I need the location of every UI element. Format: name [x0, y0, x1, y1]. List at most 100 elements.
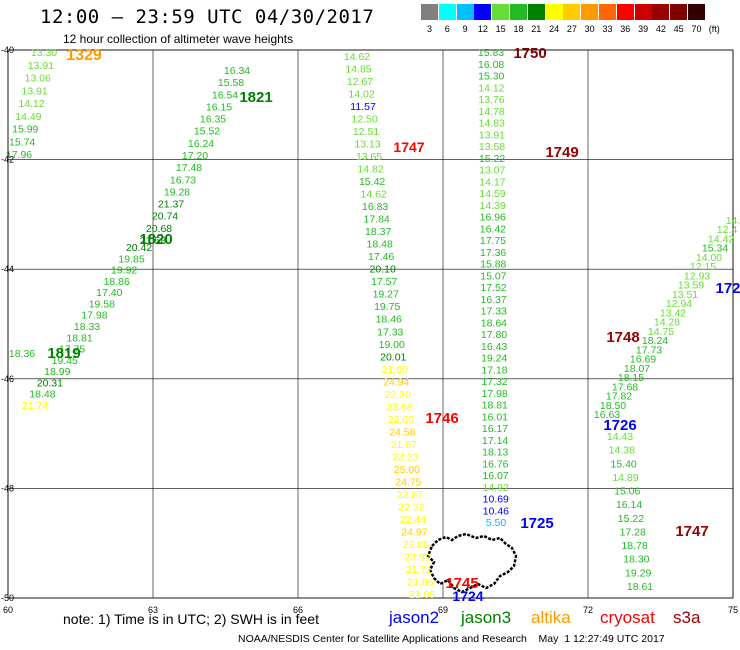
pass-time-label: 1750	[513, 45, 546, 62]
wave-height-value: 15.34	[702, 243, 728, 255]
wave-height-value: 13.42	[660, 307, 686, 319]
wave-height-value: 15.06	[614, 486, 640, 498]
wave-height-value: 17.73	[636, 344, 662, 356]
wave-height-value: 21.71	[406, 564, 432, 576]
wave-height-value: 15.88	[480, 259, 506, 271]
wave-height-value: 11.57	[350, 101, 376, 113]
wave-height-value: 17.84	[364, 214, 390, 226]
wave-height-value: 16.35	[200, 114, 226, 126]
wave-height-value: 15.40	[610, 458, 636, 470]
scale-label: 24	[549, 24, 560, 34]
wave-height-value: 18.37	[365, 226, 391, 238]
wave-height-value: 24.97	[401, 526, 427, 538]
wave-height-value: 14.49	[15, 111, 41, 123]
lon-tick-label: 75	[728, 605, 738, 615]
wave-height-value: 22.30	[385, 389, 411, 401]
wave-height-value: 19.92	[111, 265, 137, 277]
wave-height-value: 23.23	[392, 451, 418, 463]
legend-jason3: jason3	[461, 608, 512, 627]
wave-height-value: 16.96	[480, 212, 506, 224]
scale-label: 30	[584, 24, 595, 34]
footer-credit: NOAA/NESDIS Center for Satellite Applica…	[238, 633, 665, 645]
scale-swatch	[616, 4, 634, 20]
wave-height-value: 17.18	[481, 364, 507, 376]
wave-height-value: 13.06	[25, 73, 51, 85]
wave-height-value: 16.07	[482, 470, 508, 482]
wave-height-value: 17.98	[81, 310, 107, 322]
wave-height-value: 18.13	[482, 447, 508, 459]
wave-height-value: 14.62	[344, 51, 370, 63]
wave-height-value: 14.12	[18, 98, 44, 110]
wave-height-value: 17.46	[368, 251, 394, 263]
scale-swatch	[581, 4, 599, 20]
wave-height-value: 18.64	[481, 317, 507, 329]
wave-height-value: 20.74	[152, 211, 178, 223]
scale-label: 42	[655, 24, 666, 34]
wave-height-value: 23.92	[404, 551, 430, 563]
legend-altika: altika	[531, 608, 571, 627]
wave-height-value: 19.24	[481, 353, 507, 365]
wave-height-value: 21.86	[407, 576, 433, 588]
wave-height-value: 19.85	[118, 253, 144, 265]
scale-label: (ft)	[708, 24, 720, 34]
wave-height-value: 14.92	[482, 482, 508, 494]
scale-label: 27	[566, 24, 577, 34]
wave-height-value: 17.33	[481, 306, 507, 318]
wave-height-value: 18.81	[66, 332, 92, 344]
pass-time-label: 1745	[445, 575, 478, 592]
wave-height-value: 15.42	[359, 176, 385, 188]
wave-height-value: 13.76	[478, 94, 504, 106]
wave-height-value: 18.46	[376, 314, 402, 326]
wave-height-value: 17.36	[480, 247, 506, 259]
wave-height-value: 15.83	[478, 47, 504, 59]
wave-height-value: 14.89	[612, 472, 638, 484]
pass-time-label: 1724	[452, 588, 483, 604]
scale-label: 18	[513, 24, 524, 34]
pass-time-label: 1747	[675, 523, 708, 540]
wave-height-value: 16.54	[212, 89, 238, 101]
scale-label: 3	[426, 24, 432, 34]
wave-height-value: 19.29	[625, 567, 651, 579]
lon-tick-label: 72	[583, 605, 593, 615]
pass-time-label: 1747	[393, 139, 424, 155]
scale-label: 45	[673, 24, 684, 34]
wave-height-value: 18.81	[482, 400, 508, 412]
scale-label: 36	[620, 24, 631, 34]
pass-time-label: 1748	[606, 329, 639, 346]
wave-height-value: 21.37	[158, 199, 184, 211]
wave-height-value: 18.78	[621, 540, 647, 552]
legend-note: note: 1) Time is in UTC; 2) SWH is in fe…	[63, 611, 319, 627]
wave-height-value: 21.74	[22, 400, 48, 412]
pass-time-label: 1820	[139, 231, 172, 248]
wave-height-value: 13.91	[479, 129, 505, 141]
map-title: 12:00 – 23:59 UTC 04/30/2017	[40, 6, 375, 28]
wave-height-value: 25.00	[394, 464, 420, 476]
wave-height-value: 15.99	[12, 124, 38, 136]
wave-height-value: 12.67	[347, 76, 373, 88]
wave-height-value: 14.82	[357, 164, 383, 176]
wave-height-value: 13.65	[356, 151, 382, 163]
wave-height-value: 14.59	[479, 188, 505, 200]
wave-height-value: 17.52	[480, 282, 506, 294]
lat-tick-label: -48	[1, 483, 14, 493]
wave-height-value: 16.34	[224, 65, 250, 77]
scale-label: 21	[531, 24, 542, 34]
lat-tick-label: -46	[1, 374, 14, 384]
wave-height-value: 19.45	[52, 355, 78, 367]
scale-swatch	[634, 4, 652, 20]
wave-height-value: 12.51	[353, 126, 379, 138]
pass-time-label: 1726	[603, 417, 636, 434]
wave-height-value: 16.76	[482, 458, 508, 470]
wave-height-value: 16.01	[482, 411, 508, 423]
map-subtitle: 12 hour collection of altimeter wave hei…	[63, 32, 294, 46]
wave-height-value: 18.15	[618, 372, 644, 384]
scale-label: 12	[477, 24, 488, 34]
scale-swatch	[456, 4, 474, 20]
wave-height-value: 18.36	[9, 348, 35, 360]
wave-height-value: 13.13	[354, 139, 380, 151]
legend-s3a: s3a	[673, 608, 701, 627]
wave-height-value: 16.14	[616, 499, 642, 511]
wave-height-value: 14.	[726, 215, 740, 227]
scale-swatch	[545, 4, 563, 20]
